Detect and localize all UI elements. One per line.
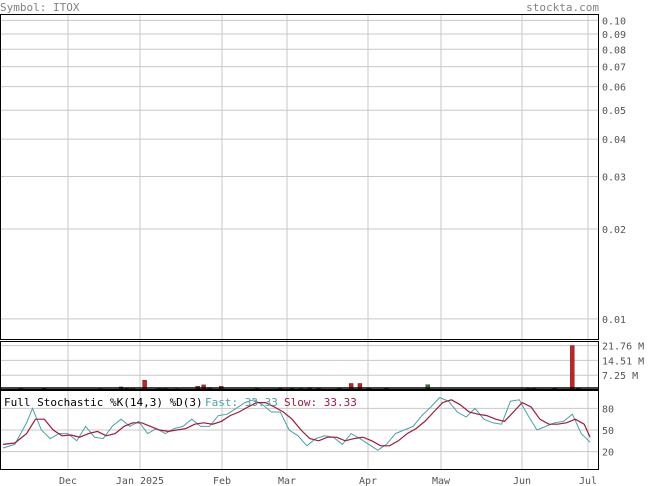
site-label: stockta.com (526, 1, 599, 14)
stochastic-fast-label: Fast: 33.33 (205, 396, 278, 409)
price-tick-label: 0.05 (602, 106, 626, 117)
stochastic-tick-label: 50 (602, 426, 614, 437)
x-tick-label: Dec (59, 476, 77, 486)
price-tick-label: 0.06 (602, 83, 626, 94)
price-tick-label: 0.09 (602, 30, 626, 41)
volume-bars (12, 345, 581, 391)
fast-line (2, 397, 591, 451)
slow-line (2, 399, 591, 447)
volume-tick-label: 14.51 M (602, 356, 644, 367)
stochastic-slow-label: Slow: 33.33 (284, 396, 357, 409)
price-tick-label: 0.07 (602, 63, 626, 74)
price-tick-label: 0.04 (602, 135, 626, 146)
price-tick-label: 0.02 (602, 225, 626, 236)
volume-tick-label: 7.25 M (602, 371, 638, 382)
x-tick-label: Mar (278, 476, 296, 486)
panel-frames (0, 14, 599, 470)
price-tick-label: 0.10 (602, 16, 626, 27)
axis-labels: Dec Jan 2025 Feb Mar Apr Maw Jun Jul 0.10 0.09 0.0… (59, 16, 644, 486)
price-tick-label: 0.08 (602, 45, 626, 56)
x-tick-label: Feb (213, 476, 231, 486)
stochastic-lines (2, 397, 591, 451)
x-tick-label: Apr (359, 476, 377, 486)
symbol-label: Symbol: ITOX (0, 1, 80, 14)
stochastic-tick-label: 20 (602, 448, 614, 459)
volume-bar (570, 345, 575, 391)
stochastic-title: Full Stochastic %K(14,3) %D(3) (4, 396, 203, 409)
stochastic-tick-label: 80 (602, 404, 614, 415)
volume-panel (0, 341, 599, 390)
volume-tick-label: 21.76 M (602, 342, 644, 353)
x-tick-label: Jun (513, 476, 531, 486)
grid-lines (0, 14, 599, 470)
stochastic-panel (0, 390, 599, 470)
price-tick-label: 0.03 (602, 172, 626, 183)
x-tick-label: Jan 2025 (116, 476, 164, 486)
price-panel (0, 14, 599, 340)
x-tick-label: Maw (432, 476, 451, 486)
x-tick-label: Jul (579, 476, 597, 486)
price-tick-label: 0.01 (602, 315, 626, 326)
